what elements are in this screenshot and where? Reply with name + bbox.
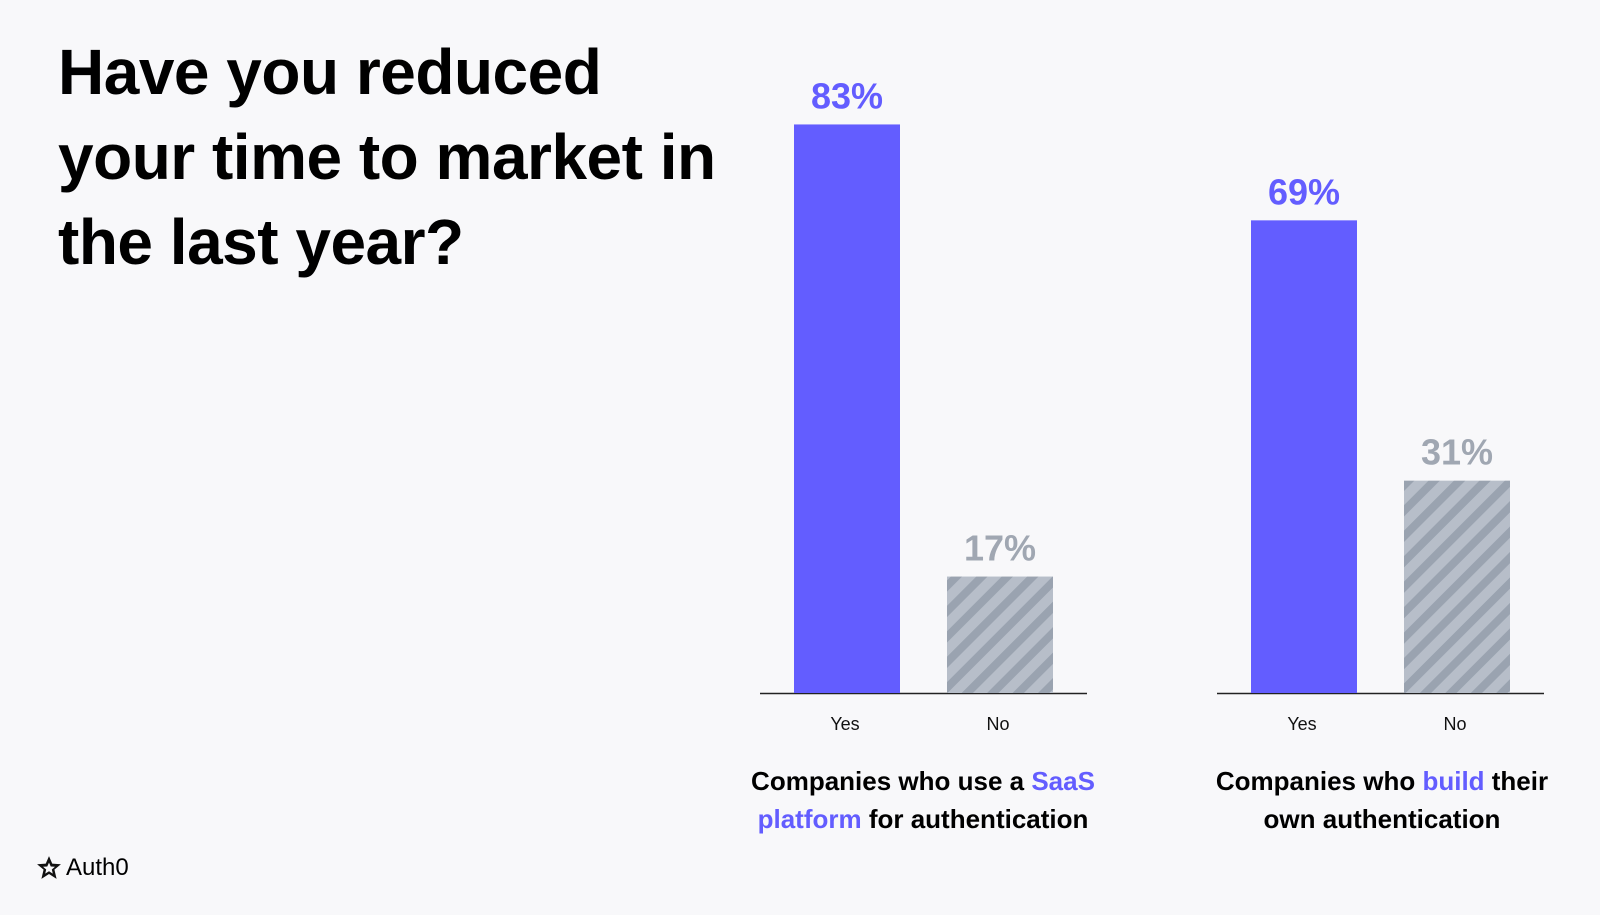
tick-label-build-yes: Yes (1287, 714, 1316, 734)
caption-saas-after: for authentication (861, 804, 1089, 834)
bar-build-yes (1251, 220, 1357, 693)
caption-saas-before: Companies who use a (751, 766, 1032, 796)
auth0-star-icon (37, 856, 61, 879)
bar-saas-no (947, 576, 1053, 693)
data-label-saas-no: 17% (964, 528, 1036, 569)
bar-build-no (1404, 480, 1510, 693)
data-label-saas-yes: 83% (811, 75, 883, 116)
data-label-build-yes: 69% (1268, 171, 1340, 212)
tick-label-saas-yes: Yes (830, 714, 859, 734)
tick-label-saas-no: No (986, 714, 1009, 734)
caption-build-before: Companies who (1215, 766, 1423, 796)
caption-build-after: their own authentication (1263, 766, 1549, 834)
data-label-build-no: 31% (1421, 432, 1493, 473)
caption-build-highlight: build (1422, 766, 1485, 796)
caption-build: Companies who build their own authentica… (1192, 762, 1572, 838)
bar-saas-yes (794, 124, 900, 693)
caption-saas: Companies who use a SaaS platform for au… (733, 762, 1113, 838)
brand-logo: Auth0 (36, 854, 129, 882)
page-title: Have you reduced your time to market in … (58, 36, 716, 278)
caption-saas-highlight: SaaS platform (757, 766, 1095, 834)
tick-label-build-no: No (1443, 714, 1466, 734)
brand-name: Auth0 (66, 854, 129, 881)
